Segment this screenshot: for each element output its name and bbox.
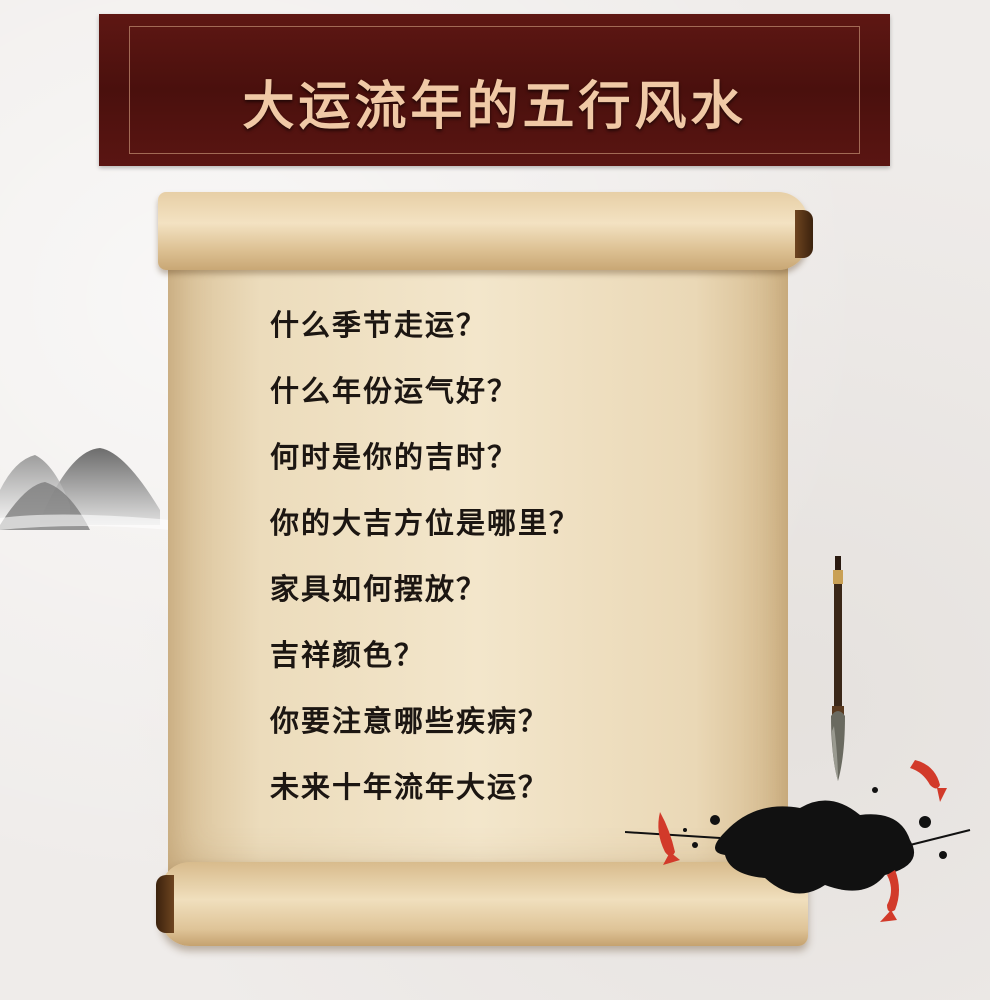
question-item: 未来十年流年大运？: [270, 770, 550, 804]
calligraphy-brush-icon: [831, 556, 845, 781]
scroll-top-roll-end: [795, 210, 813, 258]
koi-fish-icon: [658, 812, 680, 865]
question-item: 家具如何摆放？: [270, 572, 488, 606]
page-title: 大运流年的五行风水: [242, 76, 747, 137]
koi-fish-icon: [880, 870, 899, 922]
ink-mountains-icon: [0, 448, 170, 530]
scroll-top-roll: [158, 192, 808, 270]
title-banner: 大运流年的五行风水: [99, 14, 890, 166]
question-list: 什么季节走运？ 什么年份运气好？ 何时是你的吉时？ 你的大吉方位是哪里？ 家具如…: [270, 292, 580, 820]
ink-splash-icon: [625, 760, 971, 922]
question-item: 你的大吉方位是哪里？: [270, 506, 581, 540]
question-item: 何时是你的吉时？: [270, 440, 519, 474]
question-item: 什么年份运气好？: [270, 374, 519, 408]
question-item: 你要注意哪些疾病？: [270, 704, 550, 738]
question-item: 什么季节走运？: [270, 308, 488, 342]
question-item: 吉祥颜色？: [270, 638, 426, 672]
scroll-bottom-roll-end: [156, 875, 174, 933]
koi-fish-icon: [910, 760, 947, 802]
scroll-bottom-roll: [160, 862, 808, 946]
scroll-paper: [168, 232, 788, 872]
